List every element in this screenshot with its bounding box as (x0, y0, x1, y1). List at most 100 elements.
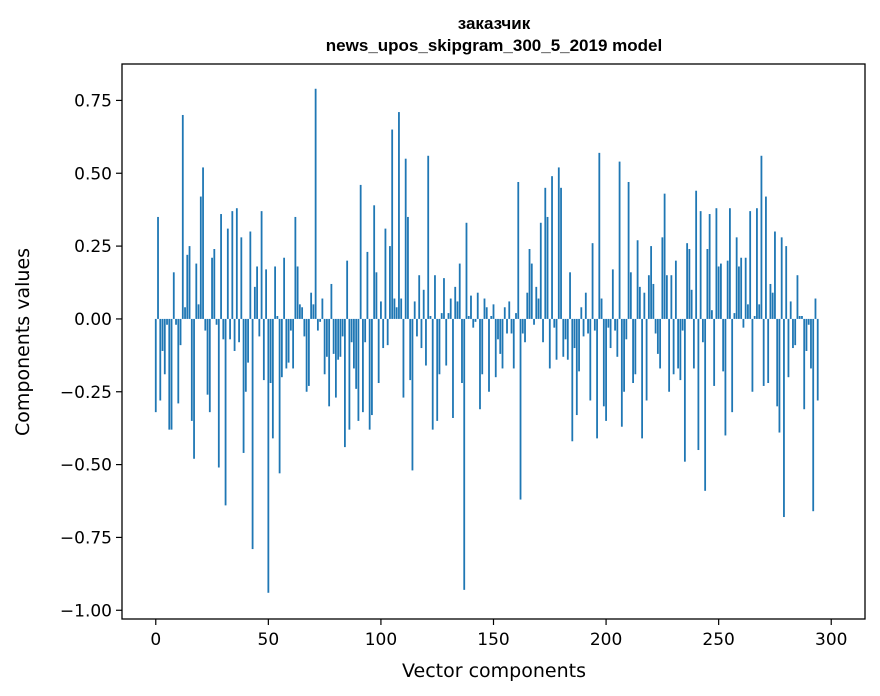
bar (172, 272, 175, 319)
bar (573, 318, 576, 349)
bar (220, 214, 222, 319)
bar (670, 275, 673, 319)
bar (425, 318, 427, 366)
bar (521, 318, 524, 334)
bar (618, 161, 621, 319)
bar (398, 112, 400, 319)
bar (163, 318, 166, 375)
bar (289, 318, 292, 331)
plot-area-frame (121, 63, 866, 620)
bar (204, 318, 207, 331)
bar (188, 246, 191, 319)
bar (611, 269, 614, 319)
bar (411, 318, 414, 471)
bar (794, 318, 797, 346)
bar (593, 318, 596, 331)
bar (805, 318, 808, 351)
bar (184, 307, 186, 319)
bar (161, 318, 164, 351)
bar (431, 318, 434, 430)
bar (497, 318, 499, 340)
bar (711, 310, 713, 319)
bar (724, 318, 727, 436)
y-tick-label: −0.25 (60, 383, 112, 403)
bar (652, 283, 655, 319)
bar (334, 318, 337, 398)
bar (625, 318, 628, 340)
bar (436, 318, 439, 421)
bar (690, 289, 693, 319)
x-axis-label: Vector components (402, 660, 586, 682)
bar (310, 292, 313, 319)
chart-subtitle: news_upos_skipgram_300_5_2019 model (326, 36, 662, 55)
x-axis-ticks: 0 50 100 150 200 250 300 (150, 619, 847, 650)
bar (303, 318, 306, 337)
bar (738, 266, 740, 319)
bar (222, 318, 225, 340)
bar (560, 187, 562, 319)
bar (402, 318, 405, 398)
bar (231, 211, 234, 319)
bar (251, 318, 254, 550)
bar (364, 318, 367, 343)
bar (508, 301, 511, 319)
bar (677, 318, 680, 369)
bar (341, 318, 344, 337)
bar (274, 266, 276, 319)
bar (591, 243, 594, 319)
bar (224, 318, 227, 506)
bar (645, 318, 648, 401)
bar (260, 211, 263, 319)
bar (528, 249, 531, 319)
bar (774, 231, 776, 319)
bar (395, 307, 398, 319)
bar (371, 318, 373, 416)
bar (179, 318, 182, 346)
bar (157, 216, 159, 319)
bar (713, 318, 716, 386)
bar (494, 318, 497, 378)
bar (571, 318, 574, 442)
bar (681, 318, 684, 331)
bar (501, 318, 504, 369)
bar (463, 318, 466, 590)
bar (807, 318, 810, 325)
bar (526, 292, 529, 319)
bar (256, 266, 258, 319)
bar (564, 318, 567, 340)
bar (339, 318, 342, 357)
bar (413, 301, 416, 319)
bar (602, 318, 605, 407)
bar (584, 292, 587, 319)
bar (587, 318, 589, 334)
bar (742, 318, 745, 328)
bar (530, 263, 533, 319)
bar (762, 318, 765, 386)
bar (262, 318, 265, 381)
bar (512, 318, 515, 369)
bar (292, 318, 295, 369)
bar (319, 318, 322, 322)
bar (562, 318, 565, 357)
bar (758, 304, 761, 319)
bar (332, 318, 335, 354)
bar (269, 318, 272, 384)
bar (323, 318, 326, 375)
bar (404, 158, 407, 319)
bar (181, 114, 184, 319)
bar (792, 318, 794, 349)
bar (483, 298, 486, 319)
bar (582, 318, 585, 337)
x-tick-label: 200 (590, 630, 622, 650)
chart-title: заказчик (458, 14, 531, 33)
bar (344, 318, 346, 448)
bar (328, 318, 331, 407)
bar (438, 318, 441, 375)
bar (674, 260, 677, 319)
bar (407, 216, 409, 319)
bar (206, 318, 209, 395)
bar (233, 318, 236, 351)
bar (816, 318, 819, 401)
bar (492, 304, 495, 319)
